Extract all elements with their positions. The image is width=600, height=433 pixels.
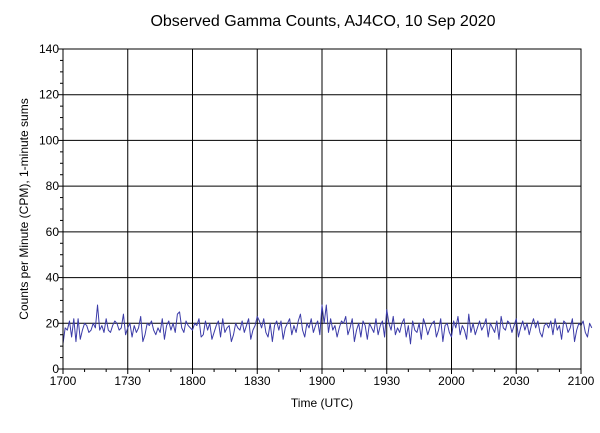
chart-title: Observed Gamma Counts, AJ4CO, 10 Sep 202… (150, 13, 495, 30)
y-tick-label: 40 (46, 271, 60, 285)
x-tick-label: 1800 (179, 374, 206, 388)
x-tick-label: 2030 (503, 374, 530, 388)
x-tick-label: 1830 (244, 374, 271, 388)
y-tick-label: 100 (39, 133, 59, 147)
y-tick-label: 120 (39, 88, 59, 102)
y-tick-label: 20 (46, 316, 60, 330)
axes (58, 48, 582, 374)
series-layer (62, 304, 593, 345)
x-tick-label: 1900 (309, 374, 336, 388)
y-tick-label: 60 (46, 225, 60, 239)
x-tick-label: 1930 (373, 374, 400, 388)
y-tick-label: 140 (39, 42, 59, 56)
x-axis-label: Time (UTC) (291, 396, 353, 410)
plot-frame (62, 48, 582, 370)
x-tick-label: 2000 (438, 374, 465, 388)
x-tick-label: 1730 (114, 374, 141, 388)
y-axis-label: Counts per Minute (CPM), 1-minute sums (17, 98, 31, 319)
tick-labels: 0 20 40 60 80 100 120 140 1700 1730 1800 1830 1900 19… (39, 42, 595, 388)
y-tick-label: 80 (46, 179, 60, 193)
x-tick-label: 2100 (568, 374, 595, 388)
series-line (62, 304, 593, 345)
x-tick-label: 1700 (50, 374, 77, 388)
y-tick-label: 0 (52, 362, 59, 376)
